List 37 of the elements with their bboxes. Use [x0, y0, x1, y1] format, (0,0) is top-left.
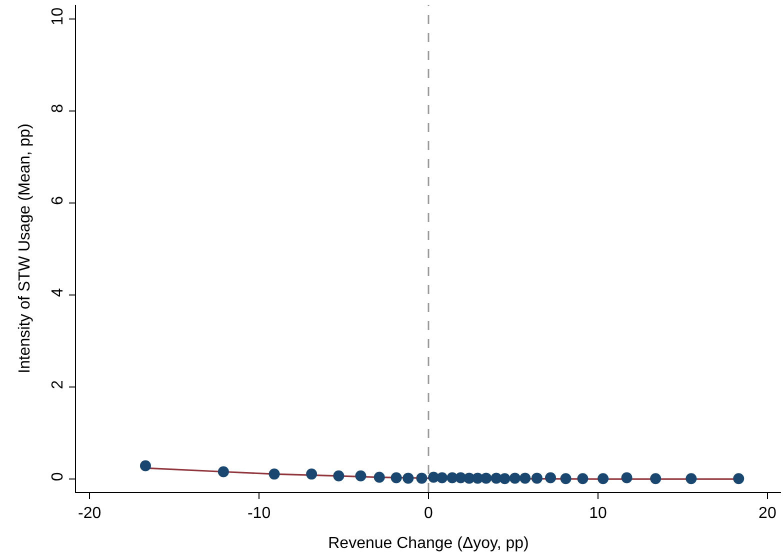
x-tick-label: -20 — [78, 505, 102, 522]
point — [577, 473, 588, 484]
point — [733, 473, 744, 484]
point — [390, 472, 402, 484]
point — [686, 473, 697, 484]
point — [355, 470, 366, 482]
point — [402, 472, 414, 484]
point — [499, 473, 510, 484]
y-tick-label: 0 — [50, 472, 67, 482]
point — [436, 472, 448, 484]
point — [531, 472, 542, 484]
y-tick-label: 2 — [50, 380, 67, 390]
point — [374, 472, 385, 483]
x-tick-label: -10 — [247, 505, 271, 522]
x-tick-label: 20 — [758, 505, 776, 522]
x-tick-label: 10 — [589, 505, 607, 522]
point — [218, 466, 229, 478]
point — [621, 472, 632, 484]
point — [140, 460, 151, 472]
y-tick-label: 8 — [50, 104, 67, 113]
point — [545, 472, 556, 484]
y-tick-label: 10 — [50, 7, 67, 26]
x-axis-title: Revenue Change (Δyoy, pp) — [328, 534, 529, 552]
point — [598, 473, 609, 484]
y-tick-label: 4 — [50, 288, 67, 298]
point — [560, 473, 572, 484]
point — [509, 472, 520, 484]
y-axis-title: Intensity of STW Usage (Mean, pp) — [16, 124, 34, 374]
point — [268, 468, 280, 480]
point — [416, 472, 428, 484]
y-tick-label: 6 — [50, 196, 67, 205]
point — [306, 468, 318, 480]
point — [650, 473, 662, 484]
point — [333, 470, 344, 482]
x-tick-label: 0 — [424, 505, 434, 522]
point — [520, 472, 531, 484]
point — [480, 472, 492, 484]
